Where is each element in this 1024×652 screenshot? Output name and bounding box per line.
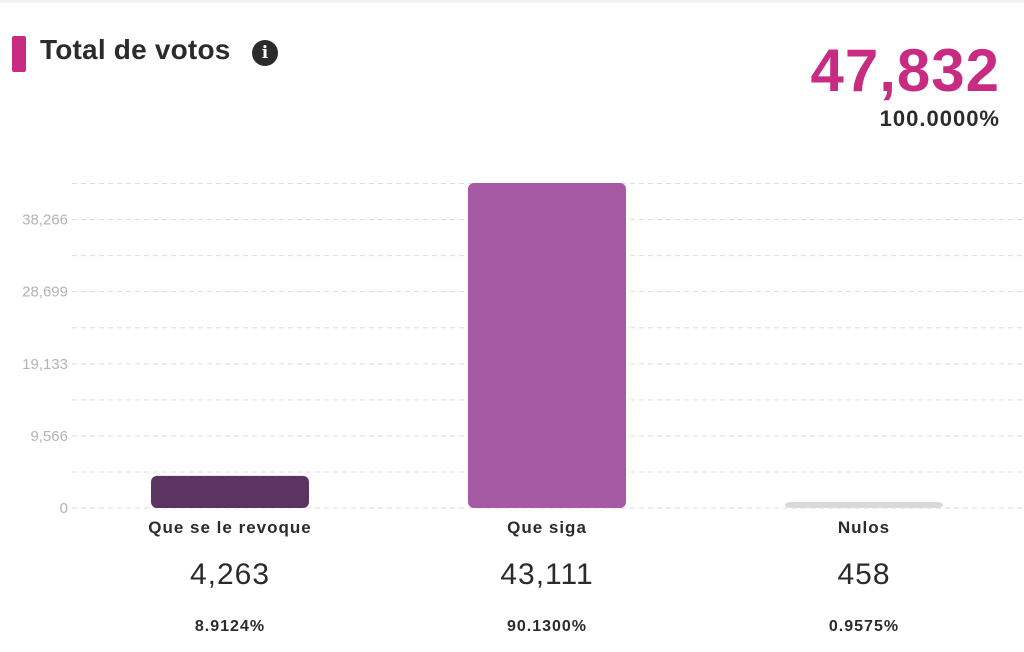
total-votes-percent: 100.0000% — [879, 106, 1000, 131]
category-label: Que siga — [507, 518, 587, 537]
y-tick-label: 19,133 — [22, 356, 68, 373]
title-accent-bar — [12, 36, 26, 72]
page-title: Total de votos — [40, 34, 231, 65]
category-label: Nulos — [837, 518, 891, 537]
total-votes-value: 47,832 — [810, 37, 1000, 104]
bar-1[interactable] — [151, 475, 309, 508]
top-divider — [0, 0, 1024, 3]
vote-count-label: 458 — [837, 558, 891, 591]
vote-percent-label: 0.9575% — [828, 618, 900, 635]
vote-percent-label: 90.1300% — [506, 618, 588, 635]
bar-2[interactable] — [468, 183, 626, 508]
y-tick-label: 38,266 — [22, 212, 68, 229]
y-tick-label: 0 — [60, 500, 68, 517]
y-tick-label: 9,566 — [30, 428, 68, 445]
bar-3[interactable] — [785, 502, 943, 508]
vote-count-label: 4,263 — [189, 558, 271, 591]
category-label: Que se le revoque — [148, 518, 312, 537]
info-icon[interactable]: i — [252, 40, 278, 66]
vote-count-label: 43,111 — [500, 558, 594, 591]
vote-percent-label: 8.9124% — [194, 618, 266, 635]
y-tick-label: 28,699 — [22, 284, 68, 301]
